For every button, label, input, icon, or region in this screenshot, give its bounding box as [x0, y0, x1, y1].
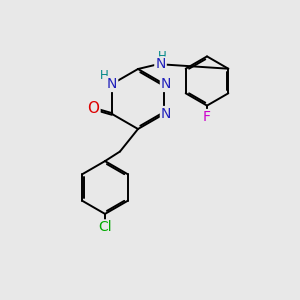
Text: N: N	[161, 77, 171, 91]
Text: H: H	[100, 69, 108, 82]
Text: Cl: Cl	[98, 220, 112, 234]
Text: N: N	[107, 77, 117, 91]
Text: F: F	[203, 110, 211, 124]
Text: O: O	[87, 101, 99, 116]
Text: H: H	[158, 50, 166, 63]
Text: N: N	[155, 58, 166, 71]
Text: N: N	[161, 107, 171, 121]
